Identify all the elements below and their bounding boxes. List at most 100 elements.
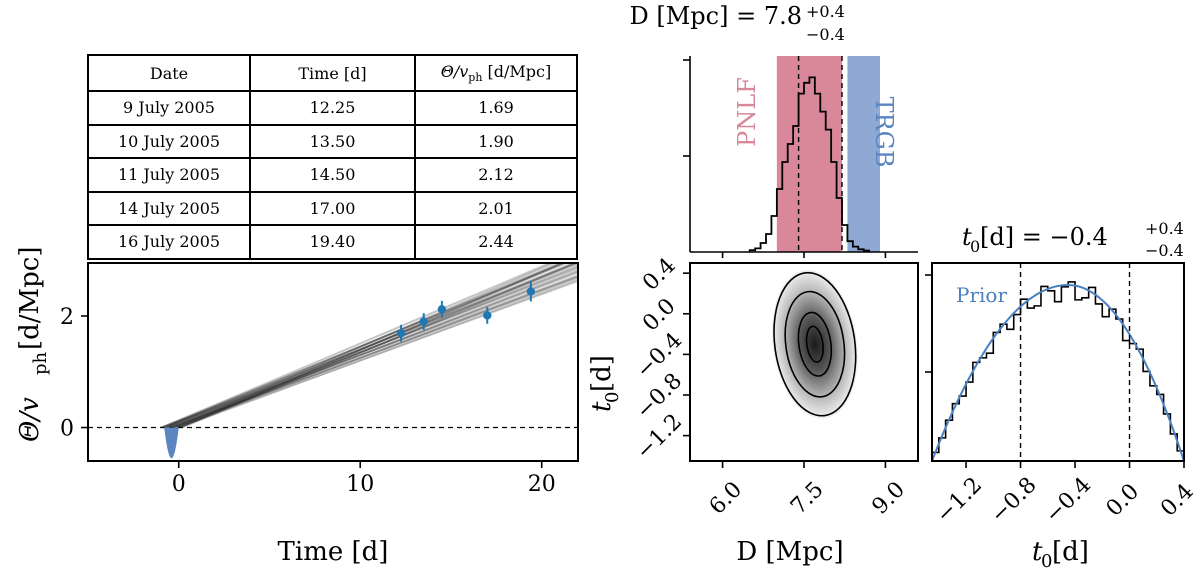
cell-time: 14.50 — [249, 157, 416, 193]
header-ratio-sub: ph — [468, 71, 483, 85]
fit-line — [177, 263, 568, 429]
fit-line — [172, 269, 578, 429]
plot-frame — [87, 262, 579, 462]
density-contour — [784, 290, 846, 398]
cell-date: 9 July 2005 — [87, 90, 251, 126]
theta-ylabel: Θ/v ph [d/Mpc] — [15, 246, 51, 442]
fit-line — [166, 266, 578, 429]
plot-frame — [931, 262, 1185, 462]
t0-ylabel: t 0 [d] — [587, 355, 623, 412]
cell-date: 14 July 2005 — [87, 190, 251, 226]
fit-line — [178, 263, 567, 429]
band-pnlf — [776, 56, 842, 252]
cell-time: 12.25 — [249, 90, 416, 126]
fit-line — [177, 279, 578, 429]
fit-line — [174, 274, 578, 429]
x-tick-label: 9.0 — [868, 477, 910, 519]
cell-time: 13.50 — [249, 123, 416, 159]
fit-line — [180, 263, 578, 429]
table-row: 9 July 2005 12.25 1.69 — [87, 90, 578, 126]
fit-line — [164, 263, 578, 429]
x-tick-label: 20 — [528, 472, 556, 497]
cell-ratio: 2.01 — [414, 190, 578, 226]
fit-line — [165, 263, 563, 429]
cell-date: 16 July 2005 — [87, 224, 251, 260]
header-date: Date — [87, 54, 251, 92]
theta-ylabel-sub: ph — [30, 351, 51, 375]
fit-line — [165, 267, 578, 429]
theta-ylabel-unit: [d/Mpc] — [15, 246, 45, 350]
fit-line — [162, 263, 578, 429]
x-tick-label: 0.0 — [1102, 479, 1144, 521]
table-row: 14 July 2005 17.00 2.01 — [87, 190, 578, 226]
trgb-label: TRGB — [870, 97, 898, 168]
header-ratio: Θ/vph [d/Mpc] — [414, 54, 578, 92]
table-row: 16 July 2005 19.40 2.44 — [87, 224, 578, 260]
time-xlabel: Time [d] — [278, 537, 389, 567]
table-header-row: Date Time [d] Θ/vph [d/Mpc] — [87, 54, 578, 92]
cell-date: 10 July 2005 — [87, 123, 251, 159]
fit-line — [181, 263, 577, 429]
cell-ratio: 2.12 — [414, 157, 578, 193]
t0-title-rest: [d] = −0.4 — [980, 223, 1108, 251]
fit-line — [176, 280, 578, 429]
fit-line — [175, 263, 556, 429]
cell-time: 17.00 — [249, 190, 416, 226]
t0-title-sup: +0.4 — [1145, 219, 1184, 238]
data-point — [396, 329, 406, 338]
data-point — [483, 311, 492, 320]
histogram-steps — [931, 281, 1185, 461]
header-time: Time [d] — [249, 54, 416, 92]
data-point — [419, 317, 428, 326]
header-ratio-main: Θ/v — [440, 61, 469, 81]
joint-posterior-panel: 6.0 7.5 9.0 0.40.0−0.4−0.8−1.2 — [632, 253, 919, 520]
distance-xlabel: D [Mpc] — [736, 537, 843, 567]
x-tick-label: −1.2 — [932, 473, 987, 528]
fit-line — [161, 263, 568, 429]
pnlf-label: PNLF — [733, 77, 761, 147]
fit-line — [168, 271, 578, 429]
fit-line — [173, 268, 578, 429]
x-tick-label: −0.4 — [1041, 473, 1096, 528]
t0-xlabel-t: t — [1032, 537, 1043, 567]
fit-line — [179, 263, 578, 429]
y-tick-label: −0.8 — [632, 369, 687, 424]
x-tick-label: 6.0 — [705, 477, 747, 519]
y-tick-label: −1.2 — [632, 409, 687, 464]
distance-title: D [Mpc] = 7.8 — [629, 2, 802, 30]
theta-ylabel-main: Θ/v — [15, 397, 45, 442]
header-ratio-unit: [d/Mpc] — [482, 61, 552, 81]
t0-title-sub0: 0 — [970, 237, 980, 256]
x-tick-label: 7.5 — [786, 477, 828, 519]
t0-title-t: t — [962, 223, 972, 251]
plot-area — [88, 263, 578, 459]
fit-line — [166, 263, 578, 429]
table-row: 10 July 2005 13.50 1.90 — [87, 123, 578, 159]
distance-histogram-panel — [683, 56, 918, 258]
data-point — [526, 287, 536, 296]
fit-line — [160, 263, 570, 429]
y-tick-label: 2 — [60, 305, 74, 330]
fit-line — [160, 263, 554, 429]
fit-line — [163, 263, 578, 429]
fit-line — [175, 274, 578, 429]
fit-line — [180, 263, 564, 429]
fit-line — [160, 275, 578, 429]
fit-line — [162, 263, 552, 429]
density-fill — [771, 269, 858, 419]
data-point — [437, 305, 447, 314]
t0-ylabel-unit: [d] — [587, 355, 617, 392]
y-tick-label: 0 — [60, 417, 74, 442]
y-tick-label: 0.0 — [638, 294, 680, 336]
y-tick-label: −0.4 — [632, 328, 687, 383]
distance-title-sub: −0.4 — [806, 25, 845, 44]
fit-line — [179, 263, 565, 429]
fit-line — [168, 265, 578, 429]
density-group — [771, 269, 858, 419]
distance-title-sup: +0.4 — [806, 2, 845, 21]
cell-ratio: 1.69 — [414, 90, 578, 126]
t0-title-sub: −0.4 — [1145, 241, 1184, 260]
fit-line — [178, 278, 578, 429]
density-contour — [773, 271, 857, 417]
